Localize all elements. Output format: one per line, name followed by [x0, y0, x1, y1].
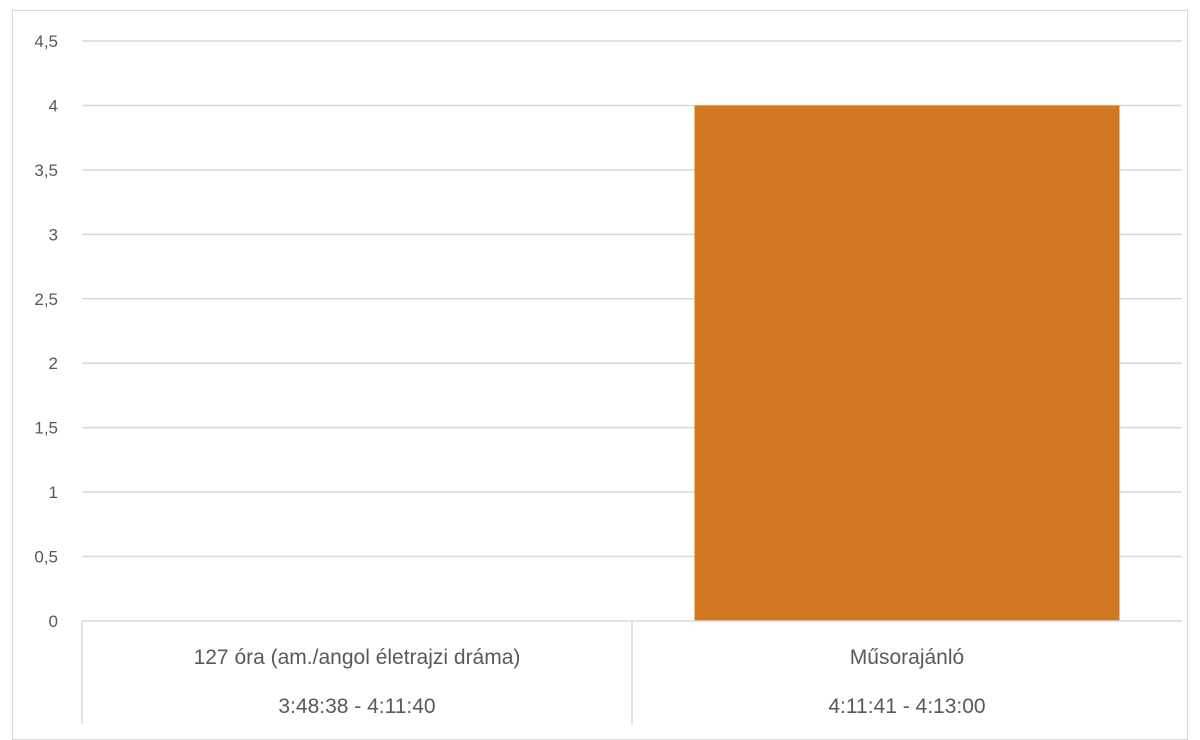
- y-tick-label: 4: [49, 96, 58, 115]
- category-name-label: Műsorajánló: [850, 646, 964, 669]
- category-table: [81, 620, 1182, 724]
- y-tick-label: 1,5: [34, 419, 58, 438]
- bars: [694, 105, 1120, 621]
- bar-chart: 0 0,5 1 1,5 2 2,5 3 3,5 4 4,5 127 óra (am./angol …: [34, 32, 1182, 724]
- category-labels: 127 óra (am./angol életrajzi dráma) 3:48:…: [194, 646, 986, 718]
- category-time-label: 3:48:38 - 4:11:40: [278, 695, 435, 718]
- y-tick-label: 3,5: [34, 161, 58, 180]
- y-tick-label: 2,5: [34, 290, 58, 309]
- y-tick-label: 0: [49, 612, 58, 631]
- category-time-label: 4:11:41 - 4:13:00: [828, 695, 985, 718]
- y-tick-label: 1: [49, 483, 58, 502]
- bar: [694, 105, 1120, 621]
- y-tick-label: 4,5: [34, 32, 58, 51]
- y-tick-label: 3: [49, 225, 58, 244]
- category-name-label: 127 óra (am./angol életrajzi dráma): [194, 646, 521, 669]
- y-tick-label: 2: [49, 354, 58, 373]
- y-tick-label: 0,5: [34, 548, 58, 567]
- y-axis-ticks: 0 0,5 1 1,5 2 2,5 3 3,5 4 4,5: [34, 32, 58, 631]
